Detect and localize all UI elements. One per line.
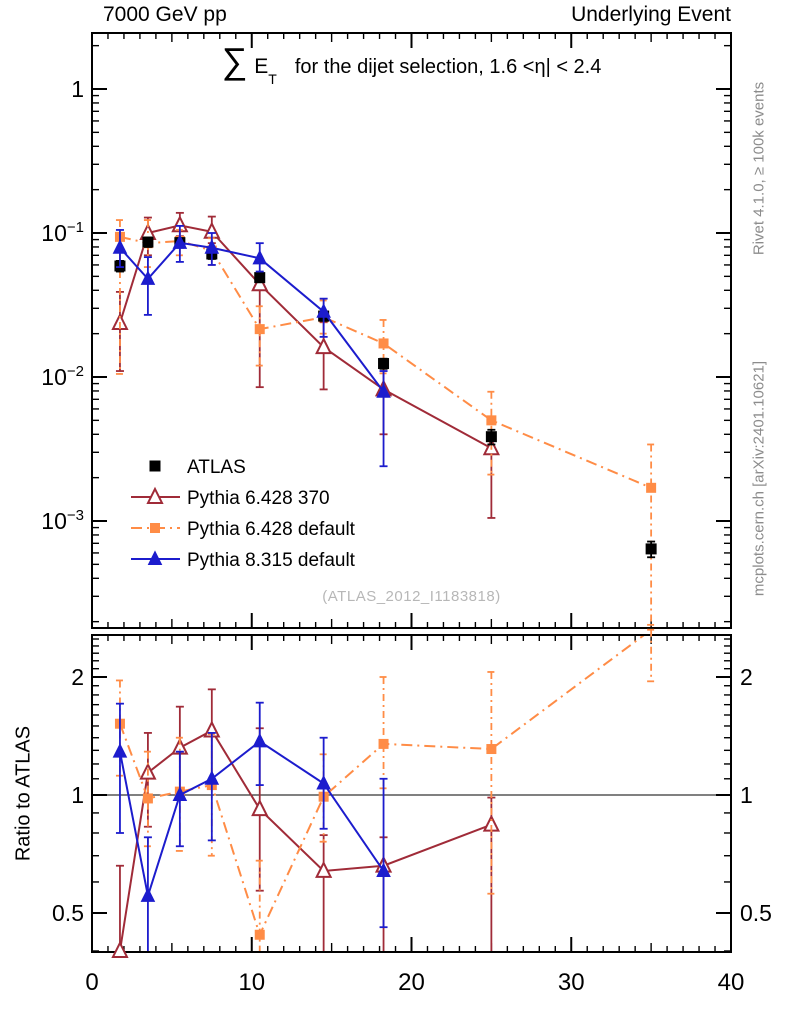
pythia6-370-marker xyxy=(251,798,269,817)
main-y-axis-labels: 1 10−1 10−2 10−3 xyxy=(41,76,84,534)
pythia6-370-line xyxy=(118,729,492,951)
x-tick-label: 30 xyxy=(558,969,585,996)
sigma-symbol: ∑ xyxy=(221,40,248,81)
axes xyxy=(91,32,732,953)
pythia6-370-marker xyxy=(315,336,333,355)
ratio-axis-title: Ratio to ATLAS xyxy=(12,725,35,862)
series-pythia8-default-ratio xyxy=(112,701,391,951)
legend-item-pythia6-default: Pythia 6.428 default xyxy=(131,519,356,540)
pythia8-default-marker xyxy=(112,239,128,254)
pythia6-default-marker xyxy=(486,744,497,755)
x-tick-label: 20 xyxy=(398,969,425,996)
atlas-marker xyxy=(142,236,154,248)
pythia8-default-marker xyxy=(112,743,128,758)
legend-label-atlas: ATLAS xyxy=(187,457,246,478)
pythia6-default-marker xyxy=(378,738,389,749)
pythia8-default-marker xyxy=(316,303,331,318)
pythia6-default-marker xyxy=(254,324,265,335)
observable-symbol: E xyxy=(254,55,269,78)
series-pythia8-default-main xyxy=(112,225,391,468)
ratio-y-axis-labels: 0.5 0.5 1 1 2 2 xyxy=(52,664,772,926)
pythia8-default-marker xyxy=(172,786,188,802)
pythia8-default-marker xyxy=(252,249,268,265)
series-pythia6-default-ratio xyxy=(114,628,656,951)
main-y-tick-label: 10−2 xyxy=(41,363,84,390)
legend-item-pythia6-370: Pythia 6.428 370 xyxy=(131,486,330,509)
series-pythia6-370-main xyxy=(111,211,500,519)
legend: ATLAS Pythia 6.428 370 Pythia 6.428 defaul… xyxy=(131,457,356,571)
analysis-id-watermark: (ATLAS_2012_I1183818) xyxy=(322,588,501,605)
pythia6-370-marker xyxy=(146,486,164,504)
rivet-version-label: Rivet 4.1.0, ≥ 100k events xyxy=(750,81,768,256)
mcplots-arxiv-label: mcplots.cern.ch [arXiv:2401.10621] xyxy=(750,360,768,597)
x-tick-label: 40 xyxy=(718,969,745,996)
legend-item-atlas: ATLAS xyxy=(149,457,246,478)
atlas-marker xyxy=(149,460,161,472)
pythia6-default-marker xyxy=(142,793,153,804)
pythia6-default-marker xyxy=(150,523,160,533)
ratio-y-tick-label: 2 xyxy=(740,664,753,690)
pythia8-default-marker xyxy=(204,239,220,254)
main-y-tick-label: 10−1 xyxy=(41,219,84,246)
pythia6-370-marker xyxy=(315,860,333,878)
pythia6-default-marker xyxy=(646,482,657,493)
pythia8-default-marker xyxy=(204,770,220,785)
pythia6-default-line xyxy=(119,636,645,938)
legend-label-pythia8-default: Pythia 8.315 default xyxy=(187,550,356,571)
ratio-y-tick-label: 1 xyxy=(740,782,753,808)
pythia6-370-marker xyxy=(251,274,269,292)
atlas-marker xyxy=(485,431,497,443)
atlas-marker xyxy=(254,272,266,284)
pythia6-default-marker xyxy=(378,338,389,349)
pythia8-default-marker xyxy=(140,887,156,902)
ratio-y-tick-label: 0.5 xyxy=(740,900,772,926)
pythia8-default-marker xyxy=(316,774,331,790)
legend-label-pythia6-default: Pythia 6.428 default xyxy=(187,519,356,540)
pythia8-default-marker xyxy=(376,383,391,398)
x-tick-label: 10 xyxy=(238,969,265,996)
beam-energy-label: 7000 GeV pp xyxy=(103,3,227,26)
pythia6-default-marker xyxy=(486,415,497,426)
pythia6-370-line xyxy=(119,224,492,450)
main-y-tick-label: 10−3 xyxy=(41,507,84,534)
plot-title-text: for the dijet selection, 1.6 <η| < 2.4 xyxy=(294,56,602,78)
ratio-y-tick-label: 2 xyxy=(71,664,84,690)
pythia8-default-marker xyxy=(252,732,268,748)
legend-label-pythia6-370: Pythia 6.428 370 xyxy=(187,488,330,509)
atlas-marker xyxy=(378,358,390,370)
pythia8-default-marker xyxy=(376,862,391,877)
pythia8-default-marker xyxy=(140,270,156,285)
ratio-y-tick-label: 0.5 xyxy=(52,900,84,926)
observable-subscript: T xyxy=(268,71,277,87)
pythia6-370-marker xyxy=(111,940,129,958)
ratio-frame xyxy=(91,634,732,953)
pythia8-default-marker xyxy=(172,234,188,249)
x-tick-label: 0 xyxy=(85,969,98,996)
main-y-tick-label: 1 xyxy=(71,76,84,102)
ratio-y-tick-label: 1 xyxy=(71,782,84,808)
pythia8-default-marker xyxy=(147,550,163,566)
pythia6-default-marker xyxy=(254,929,265,940)
legend-item-pythia8-default: Pythia 8.315 default xyxy=(131,550,356,571)
analysis-group-label: Underlying Event xyxy=(571,3,731,26)
series-pythia6-370-ratio xyxy=(111,688,500,958)
x-axis-labels: 0 10 20 30 40 xyxy=(85,969,744,996)
plot-title: ∑ E T for the dijet selection, 1.6 <η| <… xyxy=(92,40,731,87)
atlas-marker xyxy=(645,543,657,555)
